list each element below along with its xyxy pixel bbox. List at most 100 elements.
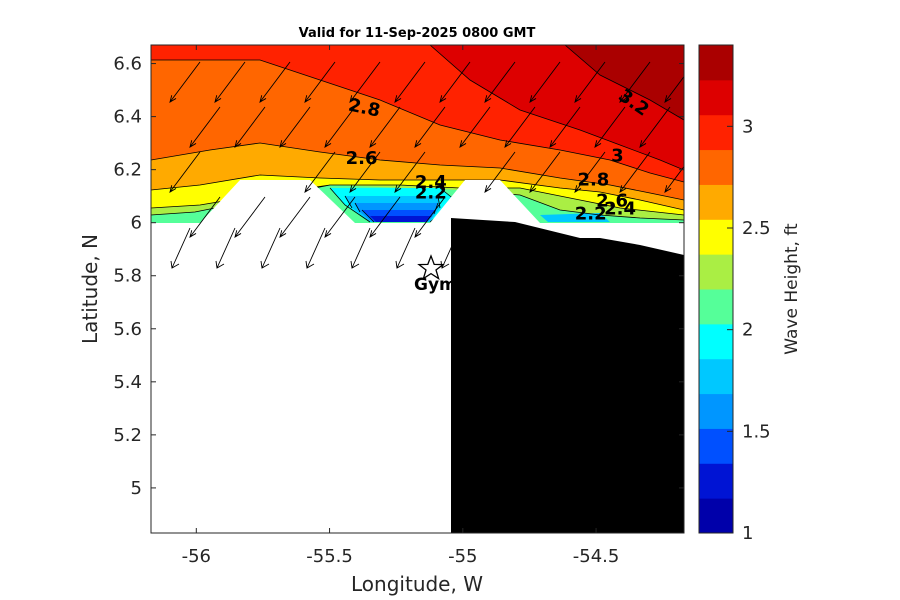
x-axis: -56 -55.5 -55 -54.5	[182, 45, 620, 567]
colorbar-tick-label: 3	[742, 116, 753, 137]
wave-arrow	[189, 196, 221, 238]
colorbar-tick-label: 1	[742, 523, 753, 544]
y-axis: 5 5.2 5.4 5.6 5.8 6 6.2 6.4 6.6	[113, 54, 684, 499]
wave-arrow	[369, 196, 401, 238]
contour-lines	[151, 45, 684, 223]
band-secondary-trough	[540, 213, 610, 222]
star-icon	[417, 254, 445, 281]
colorbar-frame	[698, 44, 734, 534]
x-tick-label: -55	[448, 546, 477, 567]
y-tick-label: 6.4	[113, 107, 142, 128]
wave-arrow	[324, 106, 356, 148]
colorbar-segment	[699, 149, 733, 185]
wave-arrow	[304, 61, 336, 103]
y-tick-label: 5.8	[113, 266, 142, 287]
wave-arrow	[169, 151, 201, 193]
wave-arrow	[529, 151, 561, 193]
band-1.0	[370, 216, 432, 222]
colorbar-tick-label: 2.5	[742, 218, 771, 239]
colorbar-segment	[699, 45, 733, 81]
wave-arrow	[664, 165, 684, 193]
chart-title: Valid for 11-Sep-2025 0800 GMT	[299, 26, 536, 41]
y-tick-label: 5	[131, 478, 142, 499]
y-tick-label: 6	[131, 213, 142, 234]
wave-arrow	[259, 61, 291, 103]
colorbar: 1 1.5 2 2.5 3	[699, 45, 771, 544]
wave-arrow	[504, 106, 536, 148]
contour-label: 2.6	[346, 148, 378, 169]
black-region-overlay	[451, 262, 470, 533]
contour-label: 2.8	[577, 169, 609, 190]
wave-arrow	[350, 227, 371, 269]
contour-label: 2.2	[415, 183, 447, 204]
wave-arrow	[459, 106, 491, 148]
station-marker: Gym	[414, 254, 457, 295]
wave-arrow	[394, 151, 426, 193]
colorbar-segment	[699, 393, 733, 429]
wave-arrow	[439, 61, 471, 103]
wave-arrow	[234, 106, 266, 148]
contour-label: 3	[611, 145, 624, 166]
wave-arrow	[440, 227, 461, 269]
wave-arrow	[529, 61, 561, 103]
wave-arrow	[369, 106, 401, 148]
contour-label: 2.6	[596, 190, 628, 211]
wave-arrow	[170, 227, 191, 269]
colorbar-segment	[699, 184, 733, 220]
black-region	[451, 218, 684, 533]
contour-label: 2.4	[604, 198, 636, 219]
x-axis-label: Longitude, W	[351, 572, 483, 596]
wave-arrow	[234, 196, 266, 238]
wave-arrow	[214, 61, 246, 103]
wave-arrow	[324, 196, 356, 238]
wave-arrow	[395, 227, 416, 269]
colorbar-segment	[699, 114, 733, 151]
wave-arrow	[619, 61, 651, 103]
colorbar-segment	[699, 79, 733, 116]
y-tick-label: 5.2	[113, 425, 142, 446]
colorbar-segment	[699, 428, 733, 464]
wave-height-field	[151, 45, 684, 533]
colorbar-tick-label: 2	[742, 320, 753, 341]
colorbar-label: Wave Height, ft	[782, 223, 802, 355]
colorbar-segment	[699, 254, 733, 290]
wave-arrow	[484, 151, 516, 193]
x-tick-label: -54.5	[573, 546, 620, 567]
wave-arrow	[484, 61, 516, 103]
station-label: Gym	[414, 275, 457, 295]
y-axis-label: Latitude, N	[78, 234, 102, 344]
wave-arrow	[639, 106, 671, 148]
colorbar-segment	[699, 219, 733, 255]
x-tick-label: -55.5	[306, 546, 353, 567]
wave-arrow	[414, 106, 446, 148]
wave-arrow	[189, 106, 221, 148]
wave-arrow	[664, 75, 684, 103]
y-tick-label: 6.2	[113, 160, 142, 181]
y-tick-label: 5.4	[113, 372, 142, 393]
wave-arrow	[574, 151, 606, 193]
y-tick-label: 5.6	[113, 319, 142, 340]
x-tick-label: -56	[182, 546, 211, 567]
y-tick-label: 6.6	[113, 54, 142, 75]
wave-arrow	[414, 196, 446, 238]
wave-arrow	[304, 151, 336, 193]
wave-arrow	[305, 227, 326, 269]
wave-arrow	[619, 151, 651, 193]
contour-label: 2.2	[575, 204, 607, 225]
wave-arrow	[594, 106, 626, 148]
colorbar-segment	[699, 323, 733, 360]
wave-arrow	[169, 61, 201, 103]
colorbar-segment	[699, 498, 733, 534]
wave-arrow	[574, 61, 606, 103]
wave-arrow	[279, 196, 311, 238]
wave-arrow	[349, 61, 381, 103]
colorbar-segment	[699, 358, 733, 395]
colorbar-tick-label: 1.5	[742, 421, 771, 442]
colorbar-segment	[699, 289, 733, 325]
axes-frame	[150, 44, 685, 534]
wave-arrow	[549, 106, 581, 148]
wave-arrow	[215, 227, 236, 269]
contour-labels: 2.82.62.42.23.232.82.62.42.2	[346, 85, 653, 225]
contour-label: 2.4	[415, 172, 447, 193]
